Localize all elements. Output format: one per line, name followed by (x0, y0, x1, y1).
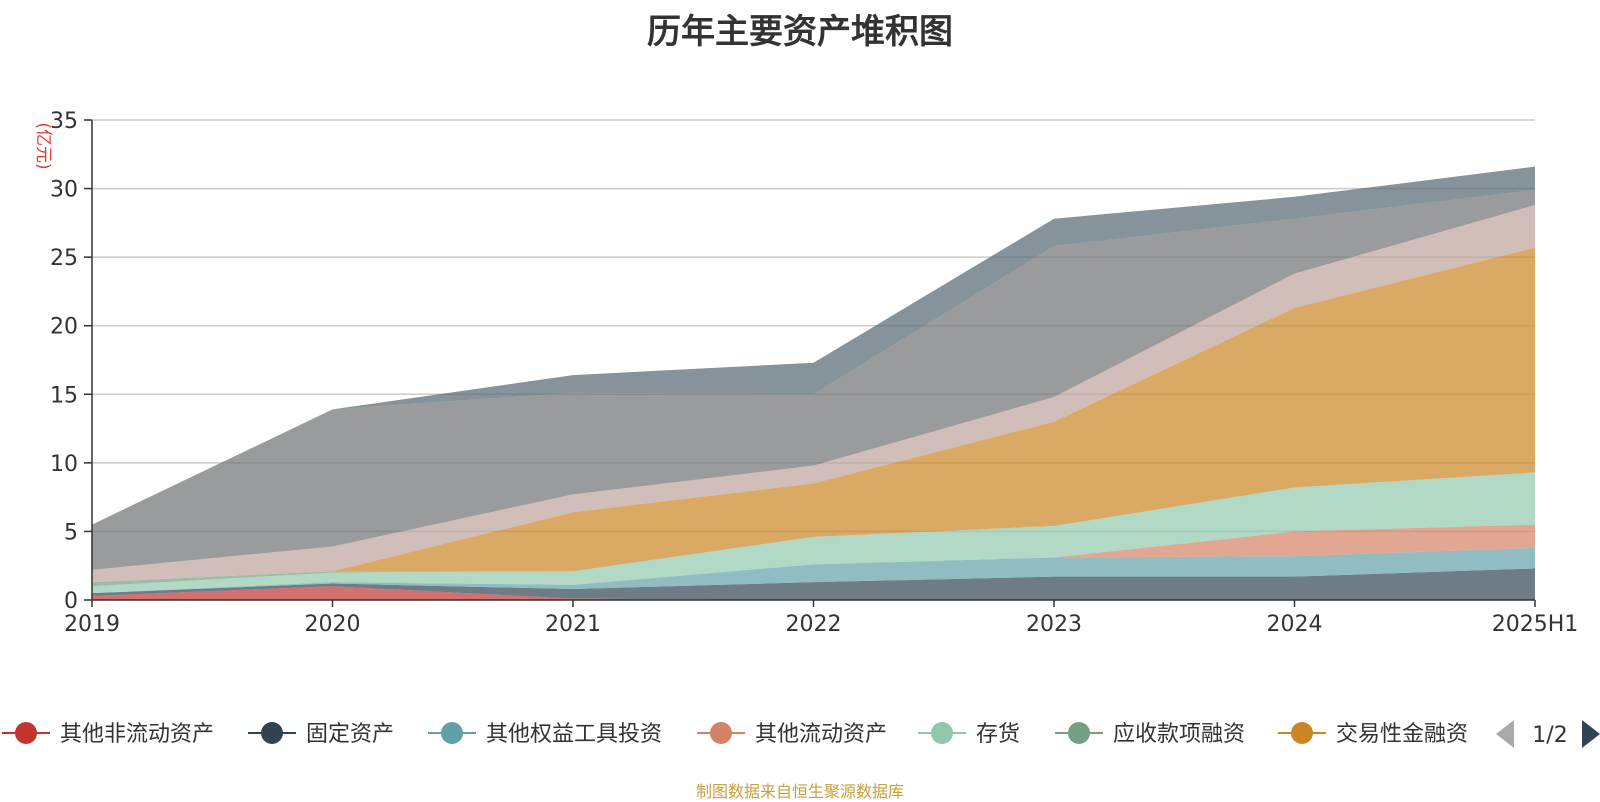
x-tick-label: 2021 (545, 612, 601, 637)
legend-label: 其他流动资产 (755, 722, 887, 747)
legend-marker (1068, 722, 1090, 744)
x-tick-label: 2019 (64, 612, 120, 637)
legend-item[interactable]: 固定资产 (248, 722, 394, 747)
area-series-6 (92, 247, 1535, 583)
y-tick-label: 35 (50, 109, 78, 134)
area-series-9 (92, 166, 1535, 525)
legend-marker (261, 722, 283, 744)
y-tick-label: 10 (50, 452, 78, 477)
legend-item[interactable]: 存货 (918, 722, 1020, 747)
legend-page-indicator: 1/2 (1532, 723, 1567, 748)
legend-marker (1291, 722, 1313, 744)
area-series-3 (92, 524, 1535, 594)
legend-marker (15, 722, 37, 744)
legend-marker (931, 722, 953, 744)
legend-item[interactable]: 其他权益工具投资 (428, 722, 662, 747)
chart-title: 历年主要资产堆积图 (647, 12, 953, 52)
y-tick-label: 15 (50, 383, 78, 408)
x-tick-label: 2025H1 (1492, 612, 1579, 637)
x-tick-label: 2020 (305, 612, 361, 637)
next-page-icon[interactable] (1582, 720, 1600, 748)
legend-marker (710, 722, 732, 744)
legend-item[interactable]: 应收款项融资 (1055, 722, 1245, 747)
y-tick-label: 0 (64, 589, 78, 614)
area-series-2 (92, 547, 1535, 594)
y-tick-label: 25 (50, 246, 78, 271)
area-series-8 (92, 189, 1535, 570)
legend-item[interactable]: 其他流动资产 (697, 722, 887, 747)
area-series-0 (92, 586, 1535, 600)
legend-label: 交易性金融资 (1336, 722, 1468, 747)
y-tick-label: 20 (50, 315, 78, 340)
legend: 其他非流动资产 固定资产 其他权益工具投资 其他流动资产 存货 应收款项融资 交易性金融资 1… (2, 720, 1600, 748)
source-note: 制图数据来自恒生聚源数据库 (695, 782, 904, 801)
area-series-1 (92, 568, 1535, 600)
area-series-4 (92, 472, 1535, 594)
x-tick-label: 2024 (1267, 612, 1323, 637)
area-series (92, 166, 1535, 600)
legend-label: 存货 (976, 722, 1020, 747)
legend-label: 应收款项融资 (1113, 722, 1245, 747)
prev-page-icon[interactable] (1496, 720, 1514, 748)
legend-marker (441, 722, 463, 744)
legend-label: 其他权益工具投资 (486, 722, 662, 747)
x-tick-label: 2023 (1026, 612, 1082, 637)
y-axis-label: (亿元) (33, 122, 53, 169)
legend-label: 其他非流动资产 (60, 722, 214, 747)
x-tick-label: 2022 (786, 612, 842, 637)
y-tick-label: 30 (50, 178, 78, 203)
y-tick-label: 5 (64, 520, 78, 545)
legend-item[interactable]: 其他非流动资产 (2, 722, 214, 747)
legend-label: 固定资产 (306, 722, 394, 747)
axes: 0 5 10 15 20 25 30 35 2019 2020 2021 2022 2023 2024 20… (33, 109, 1578, 637)
legend-item[interactable]: 交易性金融资 (1278, 722, 1468, 747)
